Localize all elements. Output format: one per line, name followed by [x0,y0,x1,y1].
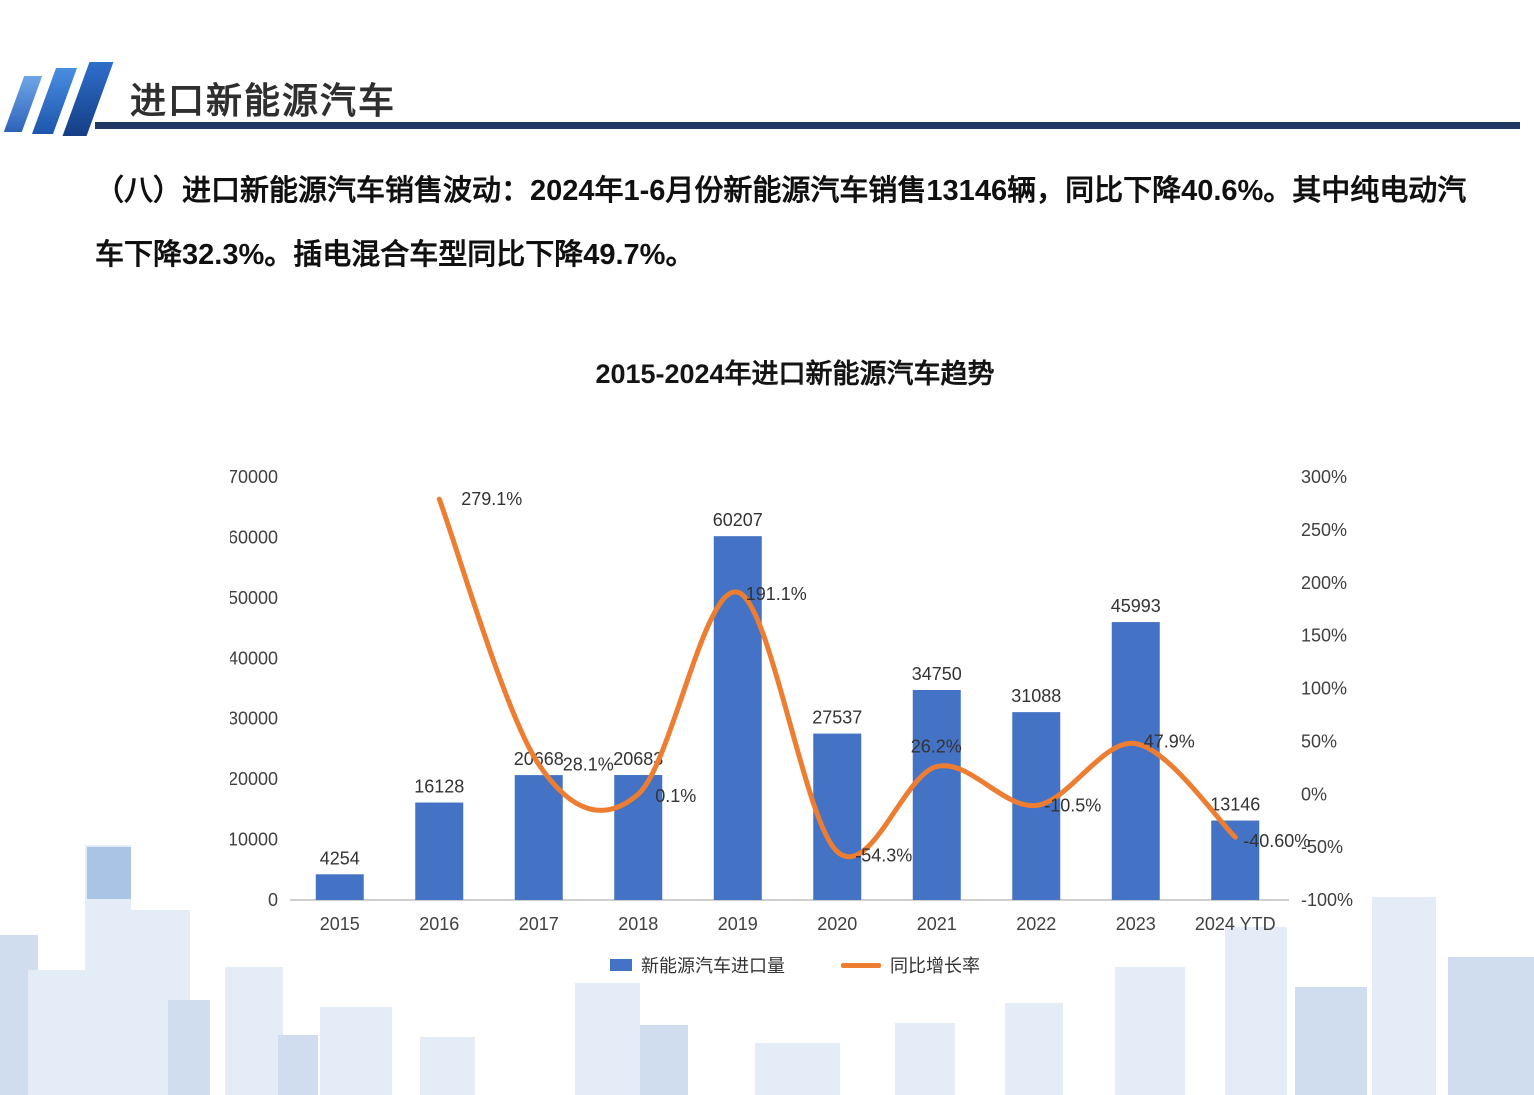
skyline-block [420,1037,475,1095]
svg-text:10000: 10000 [230,830,278,850]
svg-text:250%: 250% [1301,520,1347,540]
svg-text:2021: 2021 [917,914,957,934]
svg-text:2023: 2023 [1116,914,1156,934]
skyline-block [1295,987,1367,1095]
skyline-block [1372,897,1436,1095]
skyline-block [575,983,640,1095]
svg-text:-40.60%: -40.60% [1243,831,1310,851]
svg-text:20683: 20683 [613,749,663,769]
svg-text:2020: 2020 [817,914,857,934]
svg-text:40000: 40000 [230,648,278,668]
svg-text:31088: 31088 [1011,686,1061,706]
skyline-block [278,1035,318,1095]
svg-text:30000: 30000 [230,709,278,729]
svg-text:-100%: -100% [1301,890,1353,910]
svg-text:300%: 300% [1301,467,1347,487]
svg-text:50%: 50% [1301,731,1337,751]
svg-text:2019: 2019 [718,914,758,934]
svg-text:2017: 2017 [519,914,559,934]
legend-label-imports: 新能源汽车进口量 [641,956,785,976]
svg-text:60000: 60000 [230,527,278,547]
skyline-block [640,1025,688,1095]
chart: 2015-2024年进口新能源汽车趋势 0 10000 20000 30000 4000… [230,352,1360,1012]
svg-text:2016: 2016 [419,914,459,934]
svg-text:47.9%: 47.9% [1144,732,1195,752]
svg-text:-50%: -50% [1301,837,1343,857]
svg-text:100%: 100% [1301,679,1347,699]
svg-text:2018: 2018 [618,914,658,934]
skyline-block [28,970,86,1095]
page-title: 进口新能源汽车 [130,80,397,121]
skyline-block [225,967,283,1095]
svg-text:4254: 4254 [320,848,360,868]
skyline-block [1225,927,1287,1095]
svg-text:20000: 20000 [230,769,278,789]
svg-text:60207: 60207 [713,510,763,530]
svg-text:0%: 0% [1301,784,1327,804]
svg-text:279.1%: 279.1% [461,489,522,509]
skyline-block [320,1007,392,1095]
skyline-block [895,1023,955,1095]
line-swatch-icon [841,962,881,968]
svg-text:-10.5%: -10.5% [1044,795,1101,815]
svg-text:20668: 20668 [514,749,564,769]
skyline-block [755,1043,840,1095]
svg-text:50000: 50000 [230,588,278,608]
skyline-block [1448,957,1534,1095]
chart-legend: 新能源汽车进口量 同比增长率 [230,952,1360,978]
svg-text:200%: 200% [1301,573,1347,593]
skyline-block [168,1000,210,1095]
svg-text:26.2%: 26.2% [911,737,962,757]
svg-text:150%: 150% [1301,626,1347,646]
svg-text:0.1%: 0.1% [655,786,696,806]
svg-text:28.1%: 28.1% [563,755,614,775]
svg-text:2015: 2015 [320,914,360,934]
svg-text:16128: 16128 [414,777,464,797]
header-rule [95,122,1520,129]
legend-label-growth: 同比增长率 [890,956,980,976]
legend-item-imports: 新能源汽车进口量 [610,952,785,978]
chart-title: 2015-2024年进口新能源汽车趋势 [595,359,995,389]
skyline-block [1005,1003,1063,1095]
svg-text:-54.3%: -54.3% [855,846,912,866]
bar-swatch-icon [610,959,632,971]
svg-text:191.1%: 191.1% [746,584,807,604]
skyline-block [1115,967,1185,1095]
svg-text:45993: 45993 [1111,596,1161,616]
svg-text:0: 0 [268,890,278,910]
chart-plot: 0 10000 20000 30000 40000 50000 60000 70000 -100… [230,467,1353,934]
svg-text:13146: 13146 [1210,795,1260,815]
svg-text:70000: 70000 [230,467,278,487]
svg-text:34750: 34750 [912,664,962,684]
svg-text:2022: 2022 [1016,914,1056,934]
skyline-block [87,847,131,899]
svg-text:27537: 27537 [812,708,862,728]
svg-text:2024 YTD: 2024 YTD [1195,914,1276,934]
legend-item-growth: 同比增长率 [841,952,980,978]
body-text: （八）进口新能源汽车销售波动：2024年1-6月份新能源汽车销售13146辆，同… [95,175,1467,271]
